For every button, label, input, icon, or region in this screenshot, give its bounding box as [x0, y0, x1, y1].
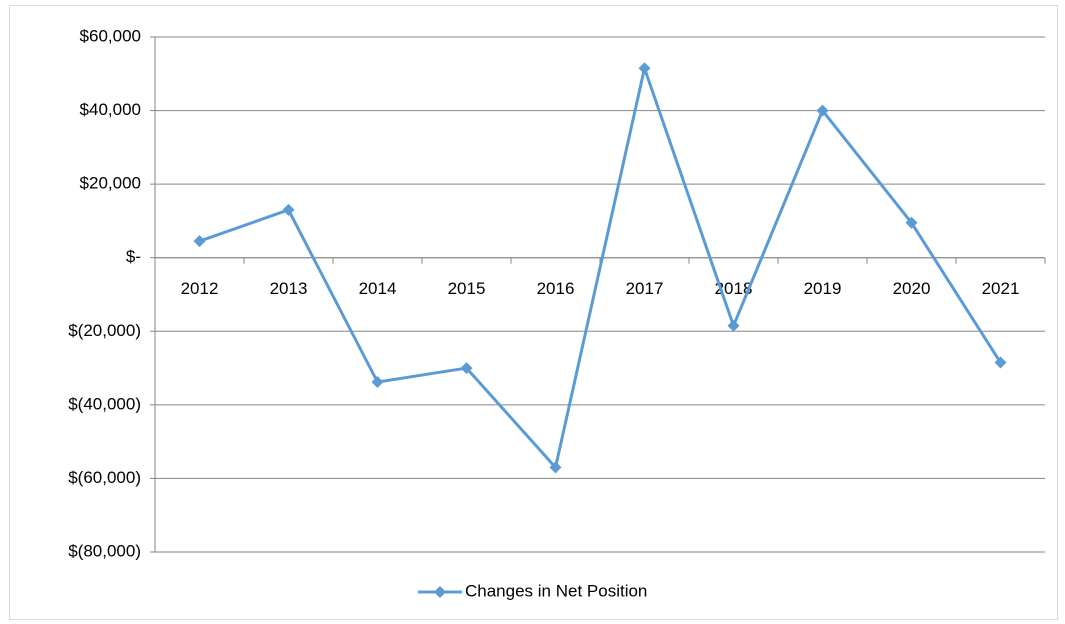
y-tick-label: $60,000 [80, 26, 141, 45]
y-tick-label: $20,000 [80, 174, 141, 193]
x-tick-label: 2019 [804, 279, 842, 298]
legend-marker [434, 586, 446, 598]
x-tick-label: 2013 [270, 279, 308, 298]
y-tick-label: $(60,000) [68, 468, 141, 487]
data-point [638, 62, 651, 75]
x-tick-label: 2018 [715, 279, 753, 298]
data-point [727, 319, 740, 332]
x-tick-label: 2020 [893, 279, 931, 298]
data-point [816, 104, 829, 117]
data-point [549, 461, 562, 474]
data-point [193, 235, 206, 248]
x-tick-label: 2015 [448, 279, 486, 298]
chart-frame [9, 5, 1058, 620]
y-tick-label: $(20,000) [68, 321, 141, 340]
y-tick-label: $(40,000) [68, 394, 141, 413]
x-tick-label: 2021 [982, 279, 1020, 298]
x-tick-label: 2012 [181, 279, 219, 298]
data-point [371, 376, 384, 389]
y-tick-label: $(80,000) [68, 541, 141, 560]
data-point [282, 203, 295, 216]
data-point [994, 356, 1007, 369]
series-line [199, 62, 1002, 471]
legend-label: Changes in Net Position [465, 581, 647, 600]
x-tick-label: 2014 [359, 279, 397, 298]
y-tick-label: $40,000 [80, 100, 141, 119]
x-tick-label: 2017 [626, 279, 664, 298]
data-point [460, 362, 473, 375]
x-tick-label: 2016 [537, 279, 575, 298]
data-point [905, 216, 918, 229]
y-tick-label: $- [126, 247, 141, 266]
